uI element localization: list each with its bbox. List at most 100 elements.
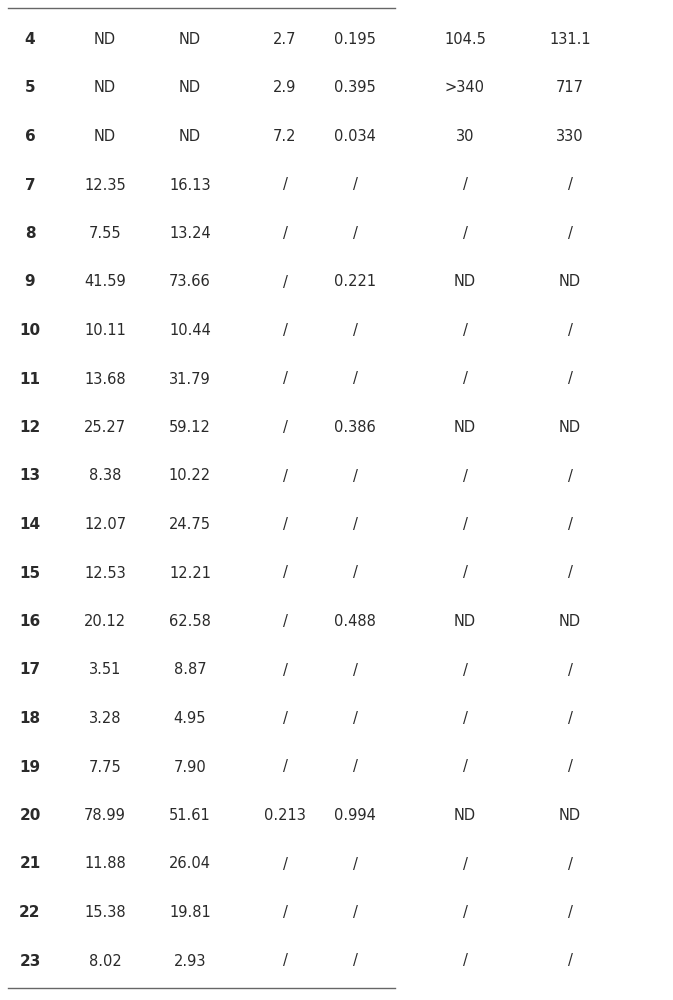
Text: /: / [462,468,468,484]
Text: 2.9: 2.9 [273,81,297,96]
Text: /: / [283,517,287,532]
Text: 18: 18 [20,711,40,726]
Text: 4.95: 4.95 [174,711,206,726]
Text: 59.12: 59.12 [169,420,211,435]
Text: 14: 14 [20,517,40,532]
Text: 0.994: 0.994 [334,808,376,823]
Text: 0.195: 0.195 [334,32,376,47]
Text: /: / [567,566,573,580]
Text: /: / [462,760,468,774]
Text: ND: ND [94,32,116,47]
Text: /: / [567,662,573,678]
Text: 12.21: 12.21 [169,566,211,580]
Text: /: / [353,323,357,338]
Text: /: / [567,856,573,871]
Text: 13: 13 [20,468,40,484]
Text: 717: 717 [556,81,584,96]
Text: 25.27: 25.27 [84,420,126,435]
Text: >340: >340 [445,81,485,96]
Text: 22: 22 [20,905,41,920]
Text: /: / [353,711,357,726]
Text: 7: 7 [25,178,35,192]
Text: 24.75: 24.75 [169,517,211,532]
Text: /: / [283,226,287,241]
Text: /: / [283,274,287,290]
Text: /: / [353,178,357,192]
Text: 13.68: 13.68 [84,371,126,386]
Text: 9: 9 [25,274,35,290]
Text: 16.13: 16.13 [169,178,211,192]
Text: /: / [283,468,287,484]
Text: ND: ND [179,129,201,144]
Text: 8.38: 8.38 [89,468,121,484]
Text: 0.488: 0.488 [334,614,376,629]
Text: 19.81: 19.81 [169,905,211,920]
Text: /: / [462,662,468,678]
Text: 8: 8 [25,226,35,241]
Text: 23: 23 [20,954,40,968]
Text: /: / [567,323,573,338]
Text: 78.99: 78.99 [84,808,126,823]
Text: 104.5: 104.5 [444,32,486,47]
Text: ND: ND [454,420,476,435]
Text: 5: 5 [25,81,35,96]
Text: 4: 4 [25,32,35,47]
Text: 15: 15 [20,566,40,580]
Text: 20: 20 [20,808,40,823]
Text: ND: ND [559,614,581,629]
Text: /: / [462,371,468,386]
Text: /: / [462,517,468,532]
Text: 0.213: 0.213 [264,808,306,823]
Text: /: / [283,905,287,920]
Text: 10.44: 10.44 [169,323,211,338]
Text: /: / [462,711,468,726]
Text: /: / [283,420,287,435]
Text: ND: ND [454,614,476,629]
Text: 10.22: 10.22 [169,468,211,484]
Text: /: / [567,517,573,532]
Text: /: / [567,468,573,484]
Text: 51.61: 51.61 [169,808,211,823]
Text: ND: ND [179,81,201,96]
Text: 15.38: 15.38 [84,905,126,920]
Text: /: / [567,371,573,386]
Text: /: / [353,517,357,532]
Text: 2.7: 2.7 [273,32,297,47]
Text: /: / [353,226,357,241]
Text: /: / [283,323,287,338]
Text: ND: ND [454,274,476,290]
Text: 7.2: 7.2 [273,129,297,144]
Text: 12.07: 12.07 [84,517,126,532]
Text: 0.386: 0.386 [334,420,376,435]
Text: 17: 17 [20,662,40,678]
Text: ND: ND [559,420,581,435]
Text: 11: 11 [20,371,40,386]
Text: 16: 16 [20,614,40,629]
Text: 10.11: 10.11 [84,323,126,338]
Text: 13.24: 13.24 [169,226,211,241]
Text: /: / [283,856,287,871]
Text: ND: ND [454,808,476,823]
Text: 8.02: 8.02 [89,954,121,968]
Text: /: / [567,760,573,774]
Text: 19: 19 [20,760,40,774]
Text: 10: 10 [20,323,40,338]
Text: /: / [567,954,573,968]
Text: 7.90: 7.90 [174,760,207,774]
Text: 21: 21 [20,856,40,871]
Text: /: / [353,371,357,386]
Text: /: / [567,178,573,192]
Text: 131.1: 131.1 [549,32,591,47]
Text: /: / [462,905,468,920]
Text: /: / [283,711,287,726]
Text: 20.12: 20.12 [84,614,126,629]
Text: 3.28: 3.28 [89,711,121,726]
Text: /: / [283,371,287,386]
Text: 12.35: 12.35 [84,178,126,192]
Text: 7.75: 7.75 [89,760,121,774]
Text: 26.04: 26.04 [169,856,211,871]
Text: 41.59: 41.59 [84,274,126,290]
Text: /: / [462,323,468,338]
Text: 73.66: 73.66 [169,274,211,290]
Text: /: / [283,566,287,580]
